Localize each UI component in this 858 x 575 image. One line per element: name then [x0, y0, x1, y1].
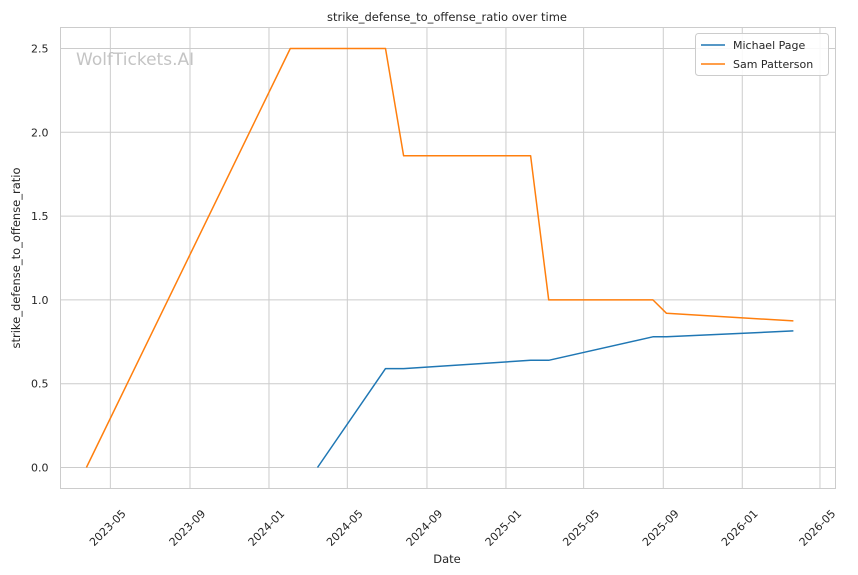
- x-tick-label: 2024-05: [324, 507, 366, 549]
- x-tick-label: 2024-01: [246, 507, 288, 549]
- series-line-michael-page: [316, 330, 794, 468]
- x-axis-label: Date: [433, 552, 461, 566]
- y-tick-label: 2.0: [31, 126, 49, 139]
- legend-box: [695, 33, 829, 76]
- x-tick-label: 2025-09: [640, 507, 682, 549]
- y-tick-label: 1.5: [31, 210, 49, 223]
- series-line-sam-patterson: [85, 47, 794, 468]
- x-tick-label: 2025-01: [483, 507, 525, 549]
- x-tick-label: 2024-09: [404, 507, 446, 549]
- series-lines: [85, 47, 794, 468]
- legend-label-michael-page: Michael Page: [733, 39, 805, 52]
- y-tick-label: 0.5: [31, 378, 49, 391]
- y-tick-label: 1.0: [31, 294, 49, 307]
- legend: Michael Page Sam Patterson: [695, 33, 829, 76]
- y-tick-label: 2.5: [31, 42, 49, 55]
- y-axis-label: strike_defense_to_offense_ratio: [9, 167, 23, 348]
- chart-title: strike_defense_to_offense_ratio over tim…: [327, 10, 567, 24]
- y-tick-label: 0.0: [31, 462, 49, 475]
- x-tick-label: 2026-05: [797, 507, 839, 549]
- plot-area: [60, 27, 836, 489]
- x-tick-label: 2026-01: [719, 507, 761, 549]
- x-tick-label: 2023-09: [167, 507, 209, 549]
- watermark: WolfTickets.AI: [76, 50, 194, 70]
- legend-label-sam-patterson: Sam Patterson: [733, 58, 813, 71]
- x-tick-label: 2023-05: [87, 507, 129, 549]
- grid: [60, 27, 836, 489]
- axis-ticks: 0.0 0.5 1.0 1.5 2.0 2.5 2023-05 2023-09 2024-01 2…: [31, 42, 838, 548]
- x-tick-label: 2025-05: [560, 507, 602, 549]
